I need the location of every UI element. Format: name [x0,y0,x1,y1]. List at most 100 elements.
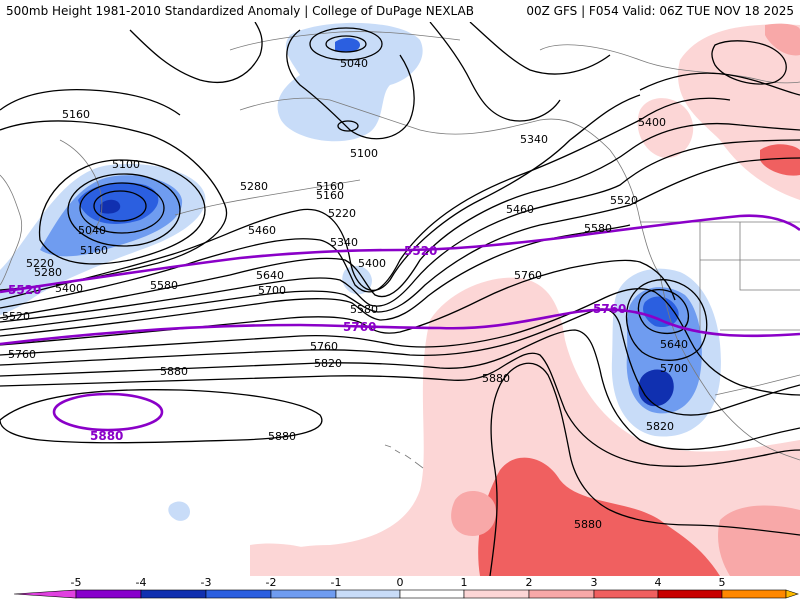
mexico-border [714,374,800,396]
colorbar-arrow-right [785,589,799,599]
contour-label: 5640 [660,338,688,351]
colorbar-swatch [463,589,530,599]
contour-label: 5340 [520,133,548,146]
purple-contour-label: 5520 [8,283,41,297]
positive-anomaly-bottom-left [250,543,330,576]
colorbar-label: 2 [526,576,533,589]
contour-5100-alaska [286,29,415,140]
baja-coast [709,394,800,461]
contour-kam-2 [79,182,165,234]
contour-5880-south [489,362,800,576]
colorbar-swatch [593,589,659,599]
contour-label: 5760 [8,348,36,361]
alaska-coast [239,97,611,151]
contour-label: 5100 [350,147,378,160]
contour-upper-mid-2 [469,22,611,75]
contour-label: 5760 [514,269,542,282]
contour-upper-left-1 [0,89,181,116]
colorbar-swatch [140,589,207,599]
contour-label: 5880 [160,365,188,378]
contour-label: 5040 [78,224,106,237]
contour-calif-low-1 [637,289,689,335]
contour-label: 5580 [350,303,378,316]
contour-upper-mid [429,22,561,122]
contour-label: 5280 [34,266,62,279]
colorbar-swatches [13,589,799,599]
contour-5040-alaska-inner [325,35,367,53]
purple-5880 [52,392,164,432]
contour-upper-right [639,72,800,96]
header-bar: 500mb Height 1981-2010 Standardized Anom… [0,0,800,22]
contour-label: 5760 [310,340,338,353]
contour-upper-left-2 [129,22,263,84]
purple-label-group: 5520 5520 5760 5760 5880 [8,244,626,443]
colorbar-swatch [75,589,142,599]
purple-contour-label: 5760 [343,320,376,334]
height-contours [0,22,800,576]
contour-label: 5160 [80,244,108,257]
purple-contour-label: 5520 [404,244,437,258]
kamchatka-coast [59,139,103,236]
us-west-coast [659,274,711,396]
positive-anomaly-core-ne2 [765,23,800,56]
colorbar-swatch [205,589,272,599]
contour-label: 5820 [646,420,674,433]
colorbar-label: 1 [461,576,468,589]
colorbar-swatch [528,589,595,599]
contour-5280 [0,97,731,309]
colorbar-label: -1 [331,576,342,589]
asia-coastline [0,174,23,286]
hawaii-islands [384,444,424,469]
contour-label: 5520 [610,194,638,207]
purple-5760 [0,308,800,346]
colorbar-label: 0 [397,576,404,589]
contour-label: 5640 [256,269,284,282]
contour-ne-loop [711,40,787,85]
run-info: 00Z GFS | F054 Valid: 06Z TUE NOV 18 202… [526,4,794,18]
contour-label: 5880 [574,518,602,531]
contour-5820 [0,352,800,467]
contour-label: 5160 [62,108,90,121]
contour-label: 5580 [150,279,178,292]
contour-label: 5220 [26,257,54,270]
positive-anomaly-core-south [478,457,720,576]
colorbar-label: 3 [591,576,598,589]
positive-anomaly-central-pacific [250,277,800,576]
contour-label: 5880 [268,430,296,443]
contour-label: 5460 [506,203,534,216]
contour-label: 5400 [638,116,666,129]
colorbar-label: 5 [719,576,726,589]
colorbar-label: -5 [71,576,82,589]
contour-5220 [0,94,641,301]
contour-label: 5340 [330,236,358,249]
contour-label: 5700 [660,362,688,375]
contour-5040-kam [67,173,181,247]
map-title: 500mb Height 1981-2010 Standardized Anom… [6,4,474,18]
contour-label: 5400 [358,257,386,270]
contour-label: 5280 [240,180,268,193]
colorbar-arrow-left [13,589,77,599]
colorbar-label-group: -5 -4 -3 -2 -1 0 1 2 3 4 5 [71,576,726,589]
purple-contour-label: 5880 [90,429,123,443]
state-line-2 [739,222,800,291]
negative-anomaly-kamchatka-core [100,199,121,214]
bc-coast [609,149,661,276]
colorbar-label: 4 [655,576,662,589]
contour-label: 5580 [584,222,612,235]
anomaly-shading [0,22,800,576]
contour-kam-1 [93,190,147,222]
contour-5580 [0,259,676,346]
colorbar-swatch [399,589,465,599]
colorbar-swatch [270,589,337,599]
colorbar-label: -3 [201,576,212,589]
contour-label: 5880 [482,372,510,385]
contour-5880-high [0,389,323,444]
contour-5040-alaska [309,27,383,61]
contour-5400 [0,139,800,323]
contour-label: 5700 [258,284,286,297]
contour-label: 5160 [316,180,344,193]
negative-anomaly-alaska-core [335,38,360,53]
contour-5760 [0,329,800,451]
contour-5340 [0,122,800,319]
